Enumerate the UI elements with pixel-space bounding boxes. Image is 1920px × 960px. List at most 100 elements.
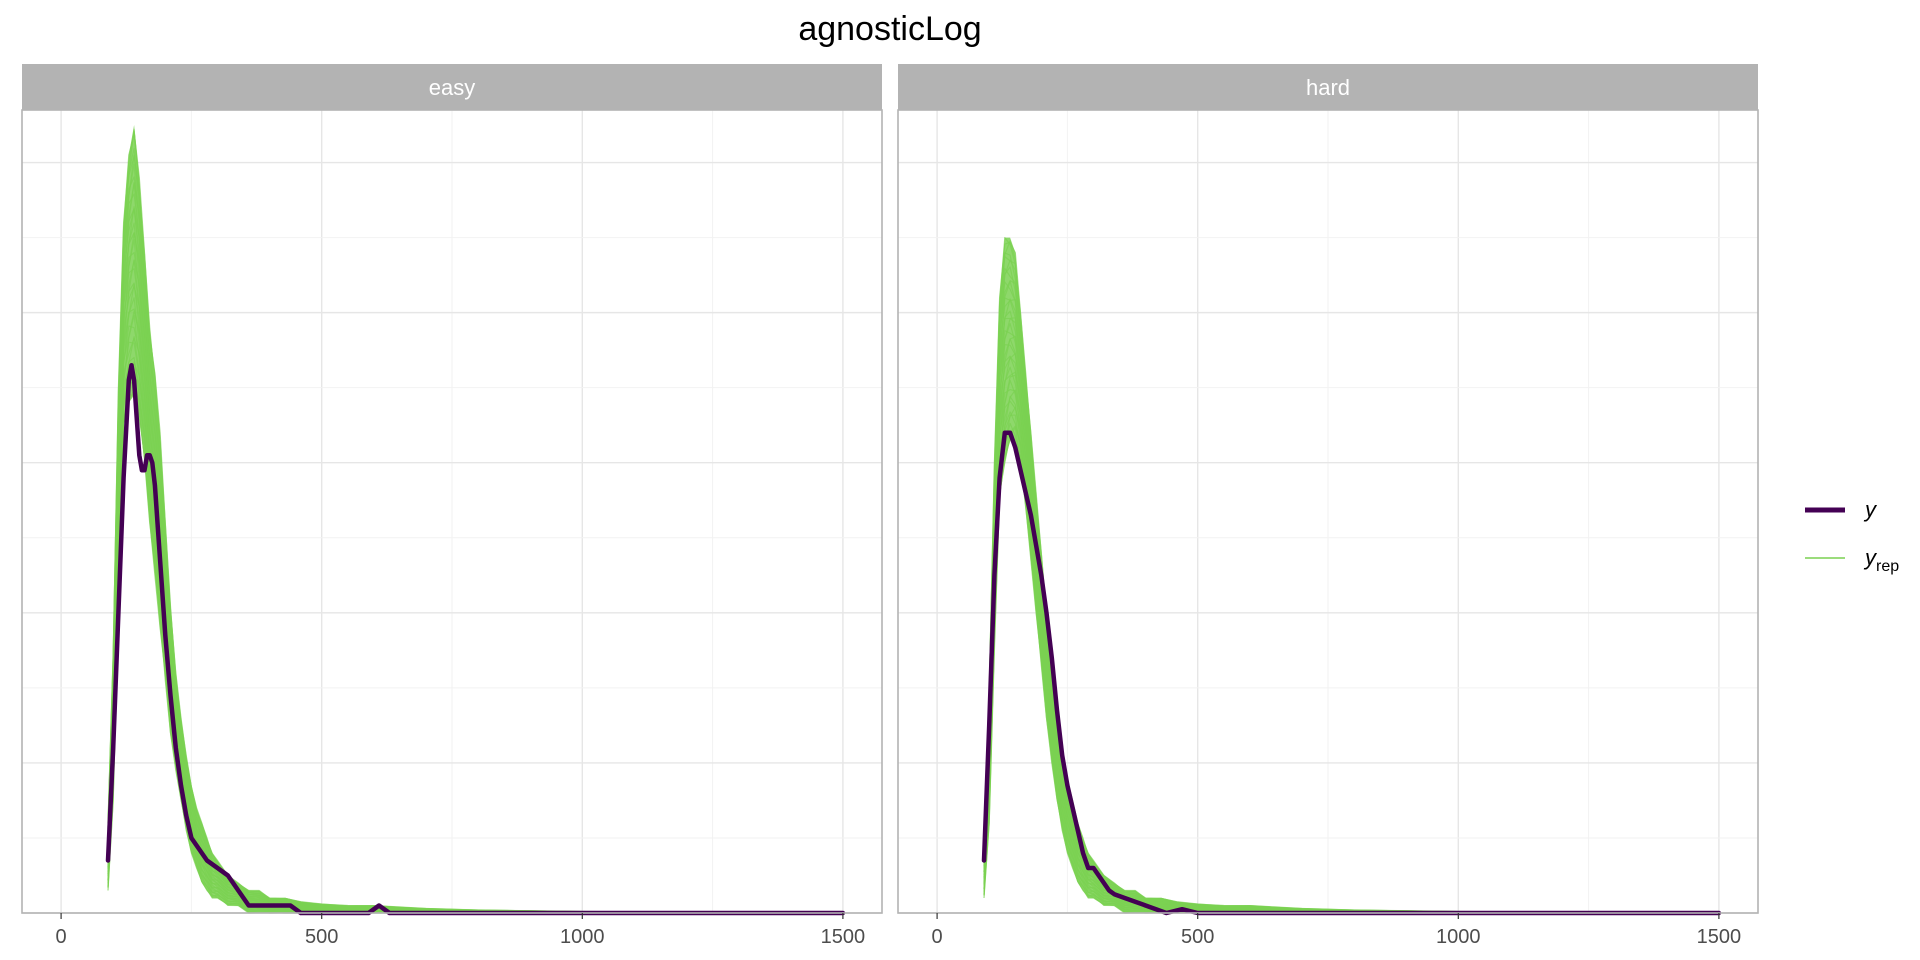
yrep-line [107,208,843,914]
yrep-line [107,285,843,914]
yrep-line [107,232,843,914]
x-tick-label: 1500 [1697,926,1742,948]
yrep-line [983,439,1719,914]
yrep-line [107,182,843,914]
yrep-line [983,259,1719,914]
yrep-line [983,406,1719,914]
yrep-line [983,280,1719,914]
yrep-line [107,372,843,914]
yrep-line [983,237,1719,914]
yrep-line [107,336,843,914]
yrep-line [107,259,843,914]
yrep-line [983,371,1719,914]
yrep-line [107,176,843,914]
facet-strip [898,64,1758,110]
yrep-line [107,163,843,914]
yrep-line [107,308,843,914]
yrep-line [983,400,1719,914]
yrep-line [107,388,843,914]
yrep-line [983,352,1719,914]
yrep-line [983,344,1719,914]
yrep-line [983,374,1719,914]
yrep-line [983,336,1719,914]
yrep-line [983,366,1719,914]
yrep-line [107,310,843,914]
yrep-line [983,298,1719,914]
yrep-line [107,362,843,914]
yrep-line [983,338,1719,914]
yrep-line [983,297,1719,914]
facet-panels: easy 0 500 1000 1500 hard 0 500 1000 1500 [21,64,1759,948]
x-tick-label: 0 [56,926,67,948]
yrep-line [107,394,843,914]
yrep-line [983,241,1719,914]
x-tick-label: 1500 [821,926,866,948]
yrep-band [108,125,843,913]
yrep-line [107,259,843,914]
legend-label: y [1863,497,1878,522]
x-tick-label: 500 [305,926,338,948]
yrep-line [983,427,1719,914]
yrep-band [984,237,1719,914]
yrep-line [983,395,1719,914]
panel-border [21,109,883,914]
yrep-line [983,267,1719,914]
legend-item-y: y [1805,497,1878,522]
yrep-line [107,361,843,914]
yrep-line [107,251,843,914]
yrep-line [983,299,1719,914]
y-line [981,430,1722,916]
legend: y yrep [1805,497,1899,575]
yrep-line [107,380,843,914]
yrep-line [983,330,1719,914]
yrep-line [107,133,843,914]
legend-item-yrep: yrep [1805,545,1899,575]
yrep-line [983,310,1719,914]
x-tick-label: 1000 [1436,926,1481,948]
yrep-line [983,240,1719,914]
yrep-line [107,268,843,914]
legend-label: yrep [1863,545,1899,575]
yrep-line [983,355,1719,914]
chart-title: agnosticLog [798,10,981,48]
yrep-line [983,379,1719,914]
yrep-line [107,208,843,914]
yrep-line [983,252,1719,914]
yrep-line [983,318,1719,914]
facet-strip [22,64,882,110]
yrep-line [107,147,843,914]
yrep-line [107,314,843,914]
facet-strip-label: easy [429,75,475,100]
yrep-line [983,425,1719,914]
yrep-line [107,325,843,914]
yrep-line [983,422,1719,914]
yrep-line [107,341,843,914]
yrep-line [107,297,843,914]
yrep-line [107,239,843,914]
y-line [105,362,846,916]
x-tick-label: 0 [932,926,943,948]
yrep-line [107,154,843,914]
yrep-line [107,193,843,914]
yrep-line [107,128,843,914]
yrep-line [983,389,1719,914]
facet-panel-hard: hard 0 500 1000 1500 [897,64,1759,948]
yrep-line [983,323,1719,914]
yrep-line [107,282,843,914]
yrep-line [983,356,1719,914]
x-tick-label: 1000 [560,926,605,948]
yrep-line [107,337,843,914]
panel-border [897,109,1759,914]
facet-strip-label: hard [1306,75,1350,100]
yrep-line [107,222,843,914]
x-tick-label: 500 [1181,926,1214,948]
yrep-line [983,281,1719,914]
yrep-line [983,389,1719,914]
yrep-line [983,266,1719,914]
facet-panel-easy: easy 0 500 1000 1500 [21,64,883,948]
yrep-line [107,181,843,914]
yrep-line [983,317,1719,914]
yrep-line [107,283,843,914]
yrep-line [107,130,843,914]
